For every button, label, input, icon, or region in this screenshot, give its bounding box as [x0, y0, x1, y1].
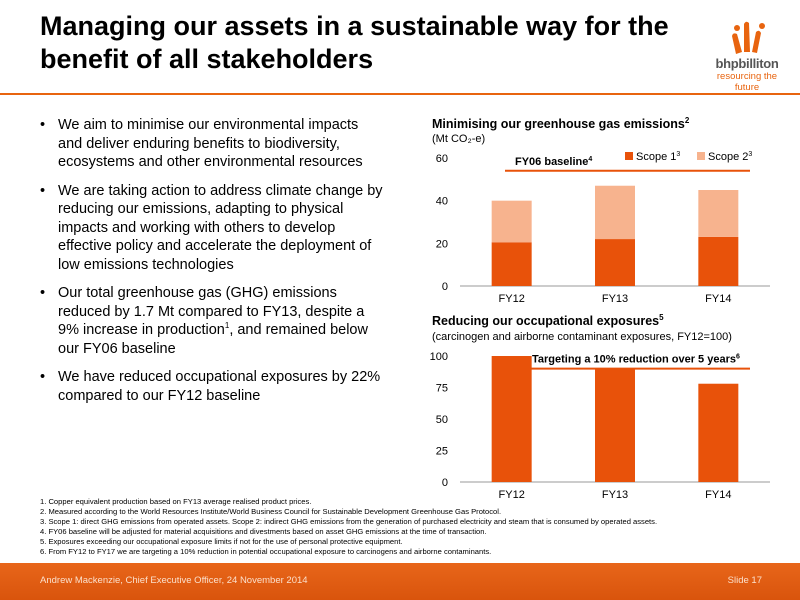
y-tick-label: 25 — [436, 446, 448, 458]
bar-scope-1 — [595, 239, 635, 286]
legend-label-sup: 3 — [676, 151, 680, 158]
bullet-item: We are taking action to address climate … — [40, 182, 385, 275]
x-tick-label: FY14 — [705, 293, 731, 305]
x-tick-label: FY12 — [499, 489, 525, 501]
occupational-exposure-chart: 0 25 50 75 100 FY12 FY13 FY14 Targeting a 10% re… — [430, 351, 770, 501]
bar-scope-2 — [595, 185, 635, 240]
footer-bar: Andrew Mackenzie, Chief Executive Office… — [0, 563, 800, 600]
target-label-sup: 6 — [736, 354, 740, 361]
title-divider — [0, 93, 800, 95]
ghg-emissions-chart: 0 20 40 60 FY12 FY13 FY14 FY06 baseline4 Scope 1… — [436, 151, 770, 305]
ghg-chart-title: Minimising our greenhouse gas emissions2 — [432, 115, 690, 131]
bar-scope-1 — [698, 236, 739, 286]
footnote: 4. FY06 baseline will be adjusted for ma… — [40, 527, 487, 536]
y-tick-label: 0 — [442, 281, 448, 293]
legend-label-text: Scope 1 — [636, 151, 676, 163]
footnote-ref: 5 — [659, 312, 664, 322]
exposure-chart-title: Reducing our occupational exposures5 — [432, 312, 664, 328]
bullet-text-tail: , and remained below our FY06 baseline — [58, 322, 368, 357]
legend-swatch — [625, 152, 633, 160]
slide-number: Slide 17 — [727, 575, 762, 586]
ghg-chart-unit: (Mt CO₂-e) — [432, 133, 486, 145]
ghg-chart-title-text: Minimising our greenhouse gas emissions — [432, 117, 685, 131]
legend-label-sup: 3 — [748, 151, 752, 158]
logo-tagline: resourcing the future — [716, 71, 778, 93]
y-tick-label: 60 — [436, 153, 448, 165]
footnote-ref: 1 — [224, 321, 230, 331]
bar-scope-1 — [491, 242, 532, 286]
company-logo: bhpbilliton resourcing the future — [706, 14, 788, 93]
bullet-item: We have reduced occupational exposures b… — [40, 368, 385, 405]
baseline-label-sup: 4 — [588, 156, 592, 163]
exposure-chart-subtitle: (carcinogen and airborne contaminant exp… — [432, 331, 732, 343]
y-tick-label: 100 — [430, 351, 448, 363]
footer-presenter: Andrew Mackenzie, Chief Executive Office… — [40, 575, 308, 586]
y-tick-label: 20 — [436, 238, 448, 250]
x-tick-label: FY13 — [602, 489, 628, 501]
y-tick-label: 75 — [436, 383, 448, 395]
bullet-text: Our total greenhouse gas (GHG) emissions… — [58, 285, 365, 338]
legend-label-text: Scope 2 — [708, 151, 748, 163]
legend-label: Scope 23 — [708, 151, 752, 163]
footnote: 6. From FY12 to FY17 we are targeting a … — [40, 547, 492, 556]
legend-swatch — [697, 152, 705, 160]
bar — [698, 383, 739, 482]
bar-scope-2 — [491, 200, 532, 243]
footnotes: 1. Copper equivalent production based on… — [40, 497, 800, 557]
bullet-item: Our total greenhouse gas (GHG) emissions… — [40, 284, 385, 358]
x-tick-label: FY12 — [499, 293, 525, 305]
footnote: 2. Measured according to the World Resou… — [40, 507, 502, 516]
exposure-chart-title-text: Reducing our occupational exposures — [432, 314, 660, 328]
baseline-label-text: FY06 baseline — [515, 156, 588, 168]
bar — [595, 368, 635, 482]
logo-mark-icon — [732, 21, 765, 54]
target-label: Targeting a 10% reduction over 5 years6 — [532, 354, 740, 366]
x-tick-label: FY13 — [602, 293, 628, 305]
footnote: 1. Copper equivalent production based on… — [40, 497, 312, 506]
baseline-label: FY06 baseline4 — [515, 156, 592, 168]
page-title: Managing our assets in a sustainable way… — [40, 11, 669, 74]
footnote: 5. Exposures exceeding our occupational … — [40, 537, 403, 546]
target-label-text: Targeting a 10% reduction over 5 years — [532, 354, 736, 366]
y-tick-label: 50 — [436, 414, 448, 426]
x-tick-label: FY14 — [705, 489, 731, 501]
bullet-list: We aim to minimise our environmental imp… — [40, 116, 385, 415]
bar-scope-2 — [698, 190, 739, 237]
bullet-item: We aim to minimise our environmental imp… — [40, 116, 385, 172]
footnote-ref: 2 — [684, 115, 690, 125]
bar — [491, 356, 532, 482]
footnote: 3. Scope 1: direct GHG emissions from op… — [40, 517, 658, 526]
y-tick-label: 40 — [436, 196, 448, 208]
logo-name: bhpbilliton — [715, 56, 779, 71]
y-tick-label: 0 — [442, 477, 448, 489]
legend-label: Scope 13 — [636, 151, 680, 163]
